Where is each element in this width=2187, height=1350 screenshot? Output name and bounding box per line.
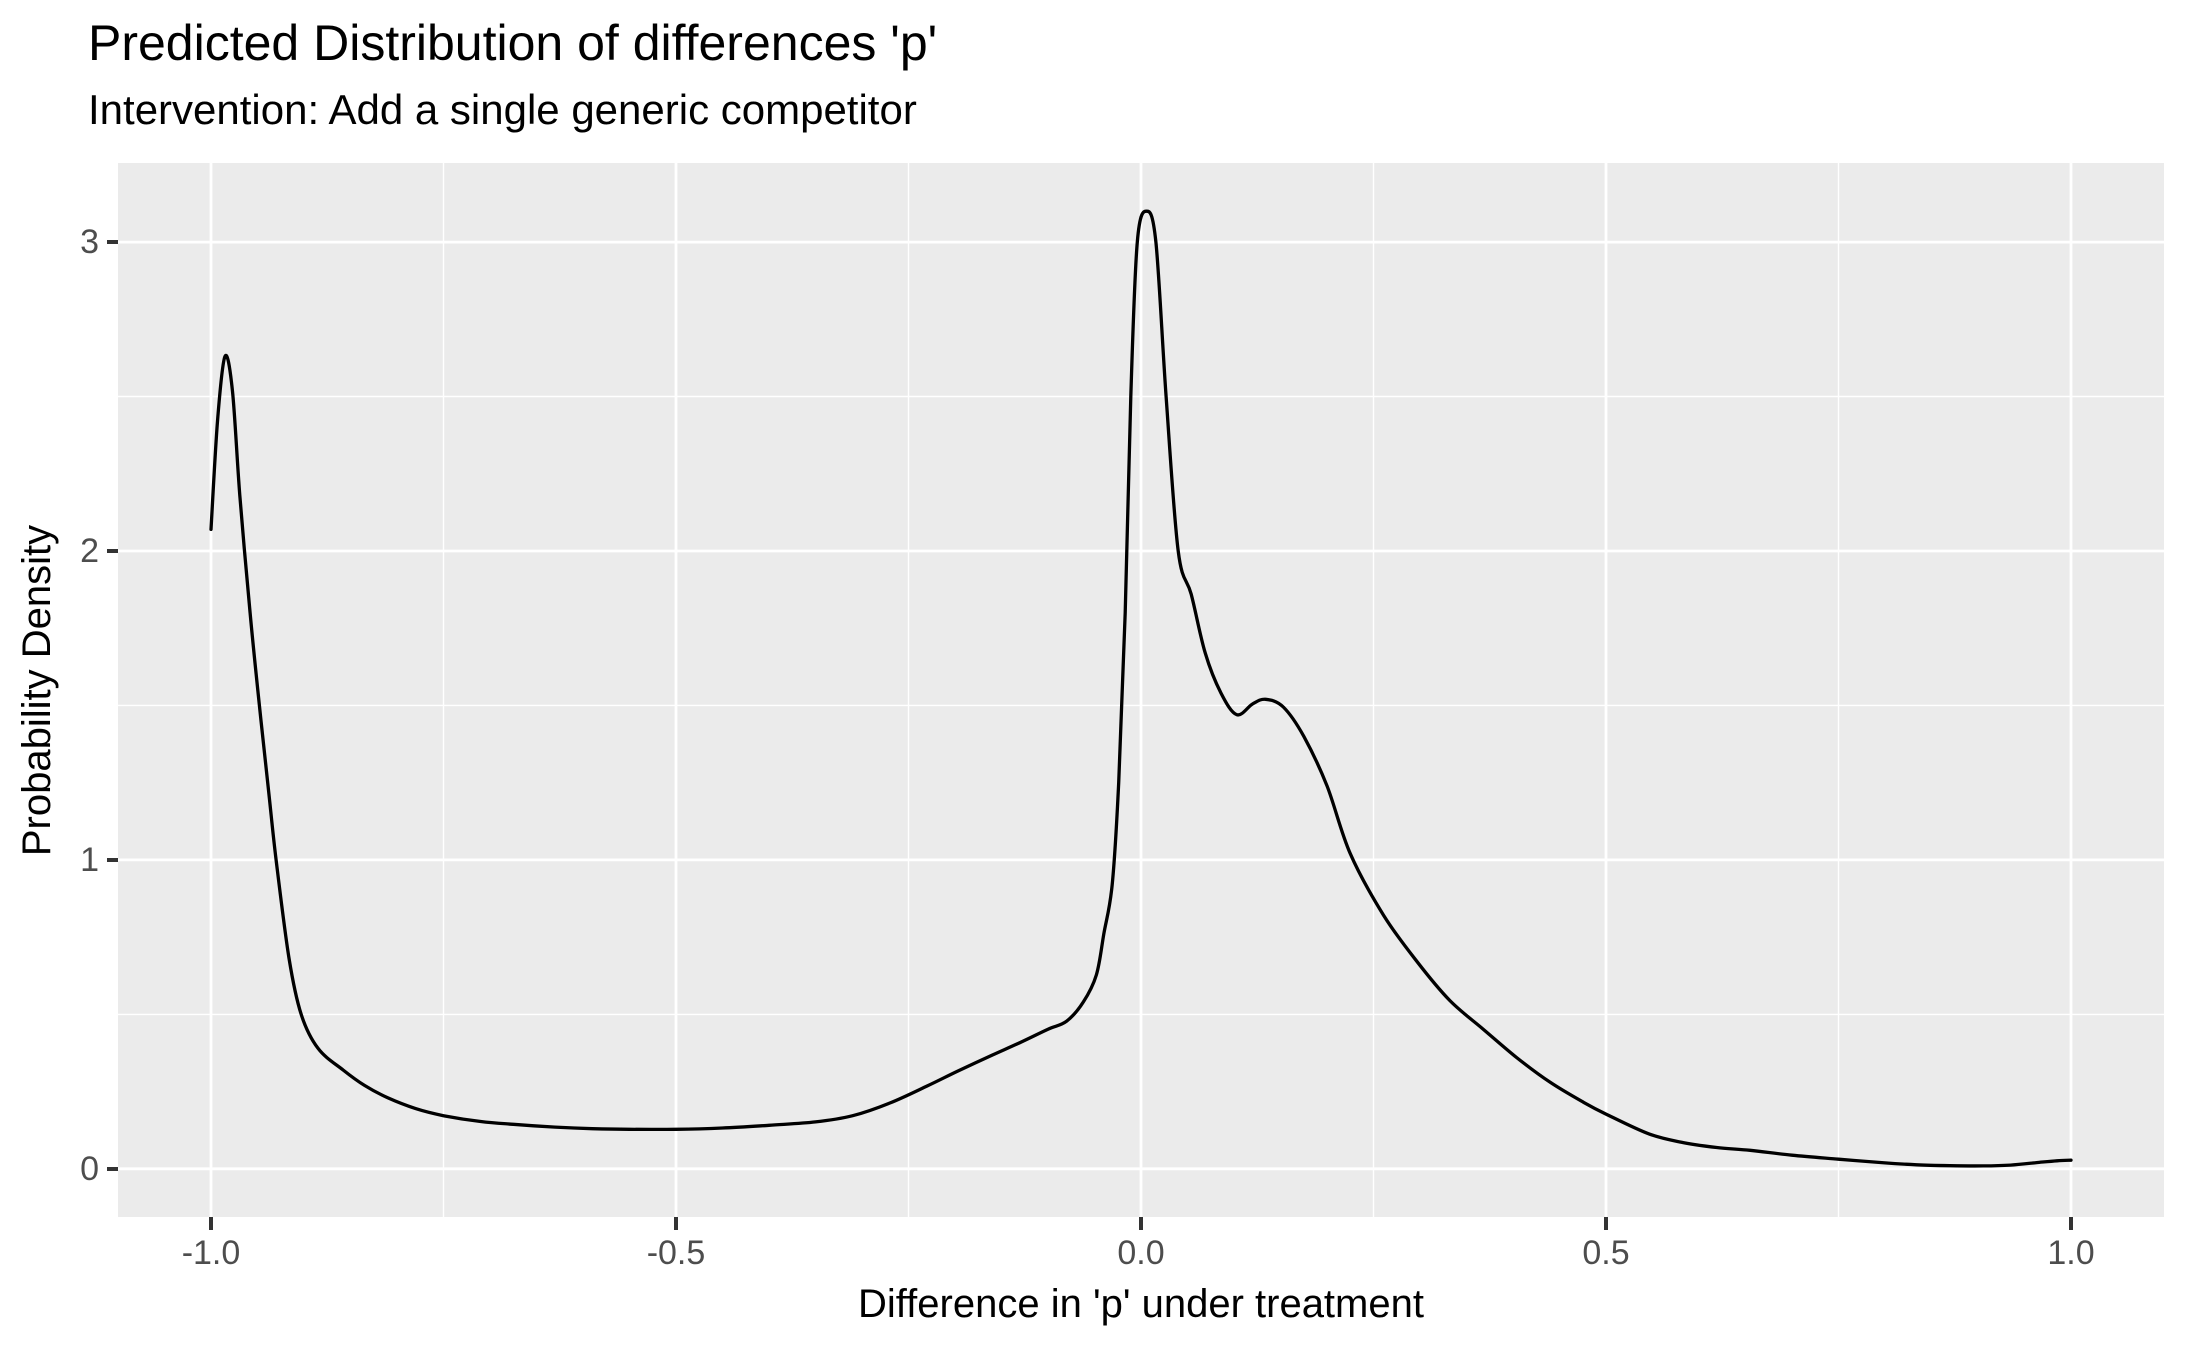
x-tick-label: 0.5	[1582, 1234, 1630, 1272]
y-tick-mark	[107, 857, 118, 862]
x-tick-mark	[1139, 1217, 1143, 1230]
x-tick-label: 1.0	[2047, 1234, 2095, 1272]
x-tick-mark	[2069, 1217, 2073, 1230]
y-axis-title: Probability Density	[15, 524, 60, 856]
y-tick-mark	[107, 549, 118, 553]
x-tick-label: 0.0	[1117, 1234, 1165, 1272]
y-tick-mark	[107, 240, 118, 245]
y-tick-label: 0	[80, 1149, 99, 1188]
plot-panel	[118, 163, 2164, 1217]
y-tick-label: 3	[80, 223, 99, 262]
x-tick-label: -0.5	[646, 1234, 706, 1272]
x-tick-mark	[1604, 1217, 1608, 1230]
x-tick-mark	[674, 1217, 678, 1230]
chart-title: Predicted Distribution of differences 'p…	[88, 15, 938, 71]
x-tick-label: -1.0	[181, 1234, 241, 1272]
chart-subtitle: Intervention: Add a single generic compe…	[88, 86, 917, 133]
x-axis-title: Difference in 'p' under treatment	[858, 1282, 1424, 1326]
density-curve	[209, 209, 2073, 1168]
y-axis-title-box: Probability Density	[2, 163, 74, 1217]
plot-canvas	[118, 163, 2164, 1217]
y-tick-mark	[107, 1166, 118, 1171]
x-tick-mark	[209, 1217, 213, 1230]
y-tick-label: 2	[80, 532, 99, 570]
y-tick-label: 1	[80, 840, 99, 879]
